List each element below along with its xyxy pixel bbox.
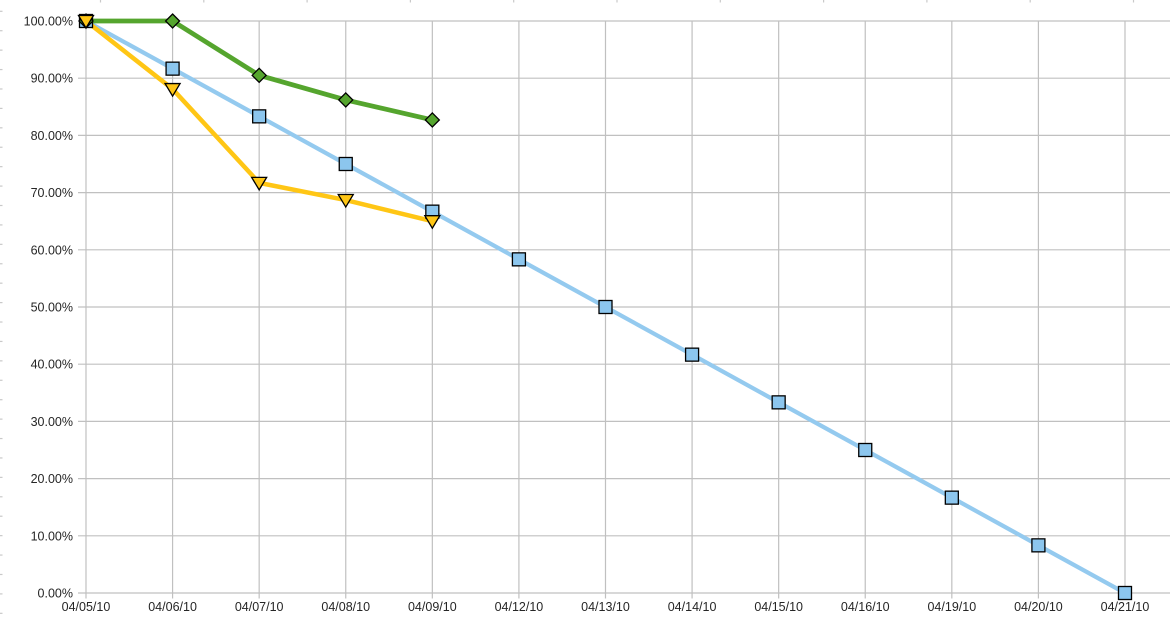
data-point-marker-square bbox=[1117, 585, 1133, 601]
data-point-marker-triangle bbox=[77, 14, 95, 30]
y-axis-tick-label: 20.00% bbox=[31, 472, 73, 486]
x-axis-tick-label: 04/15/10 bbox=[754, 600, 803, 614]
x-axis-tick-label: 04/21/10 bbox=[1101, 600, 1150, 614]
x-axis-tick-label: 04/09/10 bbox=[408, 600, 457, 614]
data-point-marker-diamond bbox=[424, 112, 441, 128]
data-point-marker-square bbox=[1031, 538, 1046, 553]
data-point-marker-square bbox=[858, 442, 873, 458]
y-axis-tick-label: 60.00% bbox=[31, 243, 73, 257]
data-point-marker-triangle bbox=[423, 215, 441, 230]
data-point-marker-triangle bbox=[337, 193, 355, 209]
data-point-marker-square bbox=[684, 347, 700, 362]
data-point-marker-square bbox=[944, 490, 959, 505]
x-axis-tick-label: 04/07/10 bbox=[235, 600, 284, 614]
data-point-marker-square bbox=[598, 299, 613, 315]
x-axis-tick-label: 04/20/10 bbox=[1014, 600, 1063, 614]
y-axis-tick-label: 100.00% bbox=[24, 15, 73, 29]
data-point-marker-square bbox=[511, 252, 527, 267]
x-axis-tick-label: 04/13/10 bbox=[581, 600, 630, 614]
x-axis-tick-label: 04/16/10 bbox=[841, 600, 890, 614]
y-axis-tick-label: 30.00% bbox=[31, 415, 73, 429]
y-axis-tick-label: 70.00% bbox=[31, 186, 73, 200]
y-axis-tick-label: 0.00% bbox=[38, 587, 73, 601]
data-point-marker-triangle bbox=[163, 82, 182, 98]
data-point-marker-diamond bbox=[164, 13, 181, 29]
x-axis-tick-label: 04/12/10 bbox=[495, 600, 544, 614]
y-axis-tick-label: 50.00% bbox=[31, 301, 73, 315]
data-point-marker-diamond bbox=[337, 92, 354, 108]
x-axis-tick-label: 04/08/10 bbox=[321, 600, 370, 614]
y-axis-tick-label: 40.00% bbox=[31, 358, 73, 372]
x-axis-tick-label: 04/05/10 bbox=[62, 600, 111, 614]
data-point-marker-square bbox=[771, 395, 786, 410]
data-point-marker-square bbox=[252, 109, 267, 124]
data-point-marker-diamond bbox=[251, 67, 268, 84]
y-axis-tick-label: 90.00% bbox=[31, 72, 73, 86]
y-axis-tick-label: 10.00% bbox=[31, 529, 73, 543]
data-point-marker-triangle bbox=[250, 176, 268, 192]
y-axis-tick-label: 80.00% bbox=[31, 129, 73, 143]
x-axis-tick-label: 04/14/10 bbox=[668, 600, 717, 614]
data-point-marker-square bbox=[338, 156, 353, 172]
data-point-marker-square bbox=[165, 61, 180, 76]
x-axis-tick-label: 04/06/10 bbox=[148, 600, 197, 614]
x-axis-tick-label: 04/19/10 bbox=[927, 600, 976, 614]
